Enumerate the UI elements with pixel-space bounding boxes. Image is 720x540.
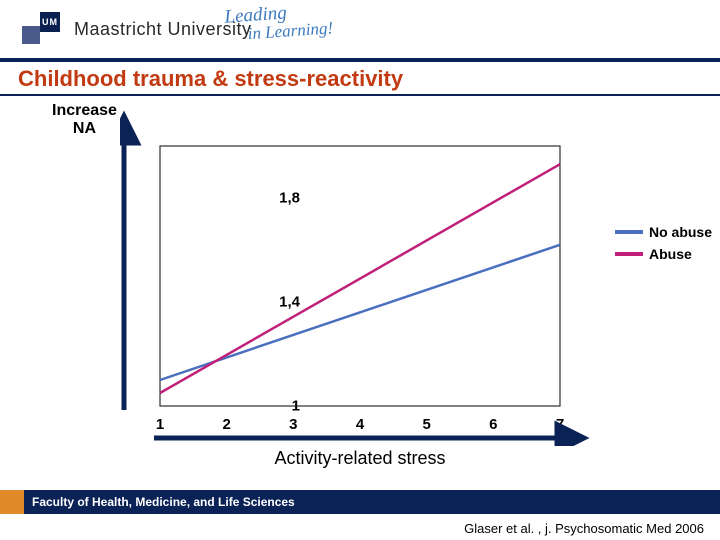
y-axis-title: IncreaseNA: [52, 102, 117, 139]
x-axis-title: Activity-related stress: [0, 448, 720, 469]
chart-area: IncreaseNA 11,41,8 1234567 No abuseAbuse…: [0, 96, 720, 474]
logo-tagline: Leading in Learning!: [224, 0, 334, 43]
footer-accent: [0, 490, 24, 514]
legend-label: Abuse: [649, 246, 692, 262]
citation: Glaser et al. , j. Psychosomatic Med 200…: [464, 521, 704, 536]
legend: No abuse Abuse: [615, 224, 712, 268]
logo-initials: UM: [42, 17, 58, 27]
footer-faculty: Faculty of Health, Medicine, and Life Sc…: [32, 495, 295, 509]
logo-emblem: UM: [22, 12, 60, 46]
footer-bar: Faculty of Health, Medicine, and Life Sc…: [0, 490, 720, 514]
legend-label: No abuse: [649, 224, 712, 240]
slide-title-row: Childhood trauma & stress-reactivity: [0, 62, 720, 94]
legend-swatch: [615, 230, 643, 234]
plot: [160, 146, 560, 406]
legend-item: No abuse: [615, 224, 712, 240]
logo-bar: UM Maastricht University Leading in Lear…: [0, 0, 720, 58]
tagline-line2: in Learning!: [247, 19, 333, 42]
legend-item: Abuse: [615, 246, 712, 262]
legend-swatch: [615, 252, 643, 256]
plot-svg: [120, 106, 600, 446]
slide-title: Childhood trauma & stress-reactivity: [18, 66, 702, 92]
